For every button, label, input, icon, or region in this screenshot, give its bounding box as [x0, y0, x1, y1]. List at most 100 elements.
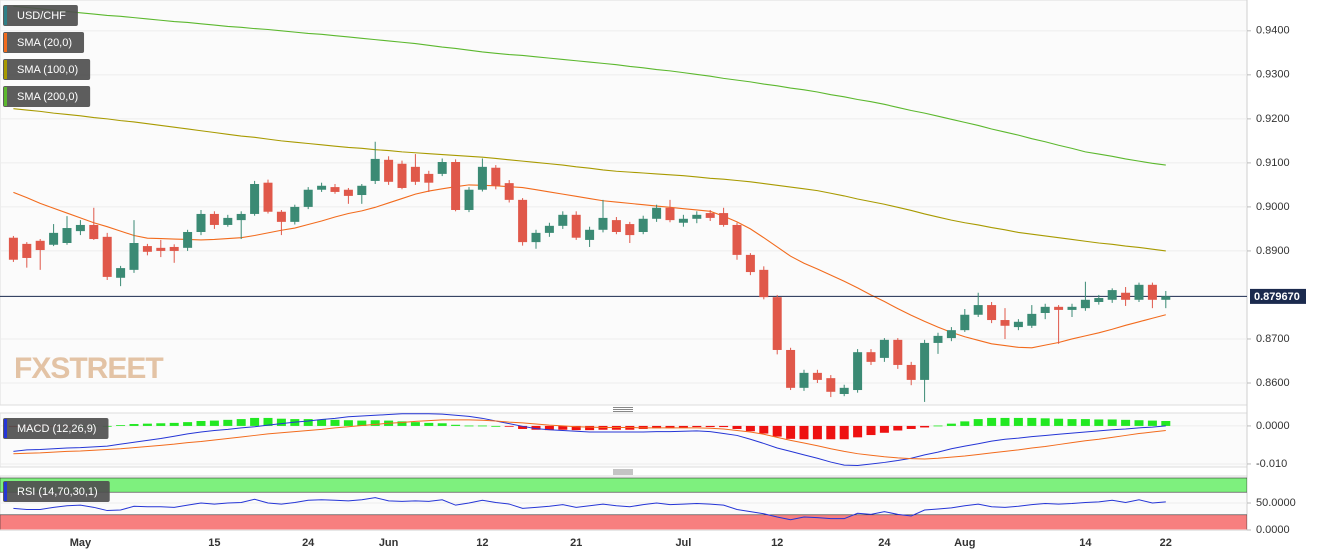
legend-swatch	[4, 419, 7, 438]
macd-histogram-bar	[853, 425, 863, 438]
macd-histogram-bar	[317, 419, 327, 426]
candle-body	[1040, 306, 1050, 313]
overbought-zone	[0, 477, 1247, 493]
candle-body	[250, 184, 260, 214]
candle-body	[75, 224, 85, 232]
candle-body	[1067, 306, 1077, 310]
legend-item[interactable]: USD/CHF	[3, 5, 78, 26]
macd-histogram-bar	[209, 420, 219, 426]
x-tick-label: 24	[878, 537, 891, 549]
x-tick-label: Jun	[379, 537, 399, 549]
macd-histogram-bar	[732, 425, 742, 429]
legend-swatch	[4, 6, 7, 25]
signal-line	[13, 419, 1166, 460]
macd-histogram-bar	[893, 425, 903, 431]
macd-histogram-bar	[303, 419, 313, 426]
candle-body	[544, 225, 554, 233]
macd-histogram-bar	[236, 419, 246, 426]
macd-histogram-bar	[169, 422, 179, 426]
macd-histogram-bar	[1054, 418, 1064, 426]
legend-item[interactable]: SMA (100,0)	[3, 59, 91, 80]
macd-histogram-bar	[129, 424, 139, 426]
macd-histogram-bar	[1094, 419, 1104, 426]
macd-histogram-bar	[544, 425, 554, 431]
legend-swatch	[4, 33, 7, 52]
candle-body	[223, 217, 233, 225]
candle-body	[920, 342, 930, 380]
macd-histogram-bar	[839, 425, 849, 440]
candle-body	[799, 372, 809, 388]
candle-body	[169, 246, 179, 251]
macd-histogram-bar	[799, 425, 809, 440]
macd-histogram-bar	[960, 421, 970, 426]
legend-swatch	[4, 60, 7, 79]
macd-histogram-bar	[866, 425, 876, 436]
candle-body	[946, 330, 956, 339]
macd-histogram-bar	[786, 425, 796, 439]
candle-body	[879, 339, 889, 358]
macd-histogram-bar	[330, 419, 340, 426]
candle-body	[209, 213, 219, 225]
legend-box	[3, 32, 85, 53]
legend-item[interactable]: SMA (200,0)	[3, 86, 91, 107]
macd-histogram-bar	[531, 425, 541, 430]
candle-body	[1094, 298, 1104, 302]
candle-body	[504, 183, 514, 200]
macd-histogram-bar	[397, 421, 407, 426]
candle-body	[745, 254, 755, 273]
legend-box	[3, 5, 78, 26]
legend-label: MACD (12,26,9)	[17, 423, 96, 435]
watermark: FXSTREET	[14, 352, 163, 385]
candle-body	[62, 228, 72, 243]
macd-histogram-bar	[424, 422, 434, 426]
macd-histogram-bar	[759, 425, 769, 434]
macd-histogram-bar	[276, 418, 286, 426]
panel-handle[interactable]	[613, 407, 633, 412]
candle-body	[451, 162, 461, 210]
macd-histogram-bar	[451, 424, 461, 426]
macd-histogram-bar	[1067, 419, 1077, 426]
candle-body	[665, 207, 675, 221]
macd-histogram-bar	[370, 420, 380, 426]
macd-histogram-bar	[906, 425, 916, 429]
candle-body	[8, 237, 18, 260]
legend-item[interactable]: MACD (12,26,9)	[3, 418, 109, 439]
candle-body	[276, 211, 286, 222]
macd-histogram-bar	[437, 423, 447, 426]
x-tick-label: 12	[771, 537, 783, 549]
candle-body	[705, 213, 715, 218]
legend-item[interactable]: SMA (20,0)	[3, 32, 85, 53]
y-tick-label: 0.9000	[1256, 201, 1290, 213]
macd-histogram-bar	[156, 423, 166, 426]
candle-body	[1134, 284, 1144, 300]
macd-histogram-bar	[585, 425, 595, 431]
macd-histogram-bar	[410, 422, 420, 426]
candle-body	[1107, 290, 1117, 300]
candle-body	[370, 158, 380, 181]
candle-body	[49, 232, 59, 245]
y-tick-label: 0.8600	[1256, 377, 1290, 389]
panel-plot	[0, 477, 1247, 530]
macd-line	[13, 413, 1166, 466]
macd-histogram-bar	[477, 425, 487, 427]
candle-body	[906, 364, 916, 380]
candle-body	[719, 213, 729, 225]
panel-handle[interactable]	[613, 469, 633, 475]
macd-histogram-bar	[678, 425, 688, 428]
macd-histogram-bar	[1161, 420, 1171, 426]
macd-histogram-bar	[920, 425, 930, 428]
candle-body	[35, 240, 45, 251]
y-tick-label: 0.8900	[1256, 245, 1290, 257]
candle-body	[678, 218, 688, 223]
macd-histogram-bar	[665, 425, 675, 429]
sma-line	[13, 5, 1166, 166]
candle-body	[652, 207, 662, 219]
macd-histogram-bar	[946, 423, 956, 426]
candle-body	[960, 314, 970, 331]
candle-body	[571, 214, 581, 238]
legend-box	[3, 418, 109, 439]
candle-body	[196, 213, 206, 232]
legend-item[interactable]: RSI (14,70,30,1)	[3, 481, 110, 502]
